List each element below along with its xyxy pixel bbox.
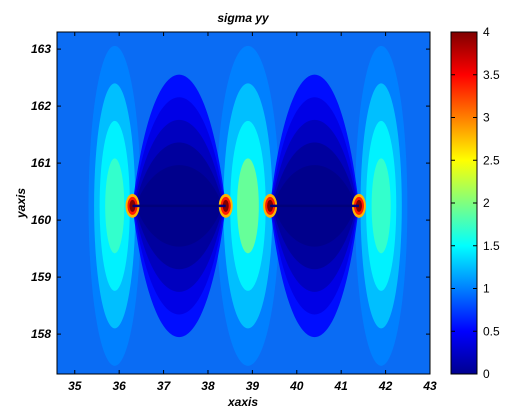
colorbar-tick-label: 1 <box>483 282 490 296</box>
y-tick-label: 162 <box>31 99 51 113</box>
x-axis-label: xaxis <box>227 395 258 409</box>
colorbar-gradient <box>450 31 478 375</box>
colorbar-tick-label: 3.5 <box>483 68 500 82</box>
chart-title: sigma yy <box>217 11 270 25</box>
x-axis: 35 36 37 38 39 40 41 42 43 <box>68 32 437 393</box>
colorbar-tick-label: 2.5 <box>483 153 500 167</box>
colorbar-tick-label: 0 <box>483 367 490 381</box>
plot-area <box>56 31 431 375</box>
x-tick-label: 42 <box>378 379 393 393</box>
colorbar-tick-label: 3 <box>483 111 490 125</box>
x-tick-label: 35 <box>68 379 82 393</box>
y-tick-label: 158 <box>31 327 51 341</box>
elevated-stress-contour <box>237 158 259 254</box>
plot-frame <box>56 31 431 375</box>
x-tick-label: 39 <box>246 379 260 393</box>
colorbar: 0 0.5 1 1.5 2 2.5 3 3.5 4 <box>450 25 500 381</box>
colorbar-tick-label: 2 <box>483 196 490 210</box>
y-tick-label: 163 <box>31 42 51 56</box>
y-axis: 158 159 160 161 162 163 <box>31 42 430 341</box>
x-tick-label: 38 <box>201 379 215 393</box>
x-tick-label: 40 <box>289 379 304 393</box>
y-tick-label: 161 <box>31 156 51 170</box>
colorbar-tick-label: 1.5 <box>483 239 500 253</box>
x-tick-label: 37 <box>157 379 172 393</box>
x-tick-label: 43 <box>422 379 437 393</box>
elevated-stress-contour <box>371 158 391 254</box>
colorbar-tick-label: 0.5 <box>483 324 500 338</box>
x-tick-label: 36 <box>112 379 126 393</box>
contour-field <box>88 45 408 366</box>
y-axis-label: yaxis <box>14 188 28 219</box>
y-tick-label: 159 <box>31 270 51 284</box>
y-tick-label: 160 <box>31 213 51 227</box>
elevated-stress-contour <box>105 158 125 254</box>
colorbar-ticks: 0 0.5 1 1.5 2 2.5 3 3.5 4 <box>451 25 500 381</box>
colorbar-tick-label: 4 <box>483 25 490 39</box>
x-tick-label: 41 <box>334 379 349 393</box>
